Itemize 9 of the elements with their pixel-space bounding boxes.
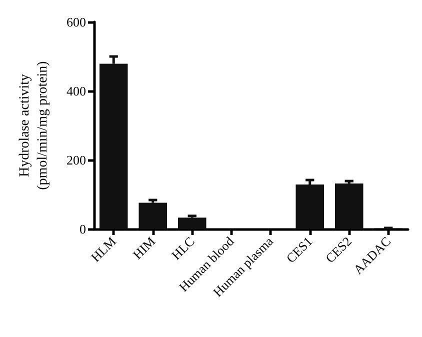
- y-tick-label: 200: [66, 152, 86, 168]
- y-tick-label: 600: [66, 14, 86, 30]
- bar: [178, 218, 206, 229]
- bar: [296, 184, 324, 229]
- bar: [138, 202, 168, 229]
- y-tick-label: 0: [80, 222, 86, 236]
- y-axis-title: Hydrolase activity (pmol/min/mg protein): [18, 60, 50, 190]
- bar: [334, 183, 364, 229]
- y-tick-label: 400: [66, 84, 86, 98]
